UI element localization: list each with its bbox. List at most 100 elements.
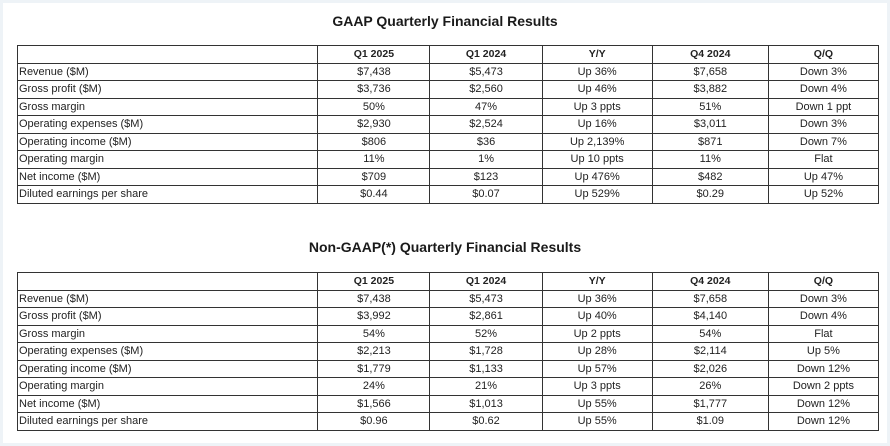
- table-row: Operating margin 24% 21% Up 3 ppts 26% Down 2…: [16, 377, 880, 396]
- table-cell: $482: [651, 167, 769, 186]
- table-row: Gross margin 50% 47% Up 3 ppts 51% Down 1 ppt: [16, 97, 880, 116]
- table-cell: Up 2 ppts: [541, 324, 653, 343]
- table-cell: Up 52%: [767, 185, 880, 204]
- table-cell: Flat: [767, 150, 880, 169]
- table-cell: $1,779: [317, 359, 431, 378]
- table-cell: $871: [651, 132, 769, 151]
- table-cell: $3,992: [317, 307, 431, 326]
- table-cell: $3,736: [317, 80, 431, 99]
- table-cell: $2,114: [651, 342, 769, 361]
- row-label: Operating income ($M): [16, 359, 319, 378]
- table-cell: $1.09: [651, 412, 769, 431]
- table-cell: $7,658: [651, 289, 769, 308]
- table-cell: Up 47%: [767, 167, 880, 186]
- column-header: [16, 272, 319, 291]
- table-row: Operating expenses ($M) $2,930 $2,524 Up 16…: [16, 115, 880, 134]
- table-cell: Up 40%: [541, 307, 653, 326]
- column-header: Q4 2024: [651, 45, 769, 64]
- table-cell: $0.07: [429, 185, 543, 204]
- non-gaap-table-title: Non-GAAP(*) Quarterly Financial Results: [308, 239, 582, 255]
- table-row: Operating income ($M) $1,779 $1,133 Up 57% $…: [16, 359, 880, 378]
- table-cell: Down 12%: [767, 359, 880, 378]
- table-cell: $2,026: [651, 359, 769, 378]
- table-cell: Down 1 ppt: [767, 97, 880, 116]
- table-cell: $2,524: [429, 115, 543, 134]
- column-header: Q1 2024: [429, 45, 543, 64]
- table-cell: Down 3%: [767, 62, 880, 81]
- column-header: Q1 2024: [429, 272, 543, 291]
- table-cell: Down 3%: [767, 289, 880, 308]
- gaap-table-title: GAAP Quarterly Financial Results: [332, 13, 558, 29]
- table-row: Diluted earnings per share $0.44 $0.07 Up 5…: [16, 185, 880, 204]
- table-cell: Up 55%: [541, 412, 653, 431]
- table-cell: 24%: [317, 377, 431, 396]
- row-label: Operating expenses ($M): [16, 342, 319, 361]
- row-label: Net income ($M): [16, 394, 319, 413]
- table-cell: Up 3 ppts: [541, 377, 653, 396]
- table-cell: Down 4%: [767, 307, 880, 326]
- table-cell: Up 2,139%: [541, 132, 653, 151]
- table-cell: 54%: [651, 324, 769, 343]
- column-header: Q4 2024: [651, 272, 769, 291]
- row-label: Operating expenses ($M): [16, 115, 319, 134]
- table-cell: Down 2 ppts: [767, 377, 880, 396]
- row-label: Revenue ($M): [16, 62, 319, 81]
- table-cell: $1,566: [317, 394, 431, 413]
- table-cell: Up 476%: [541, 167, 653, 186]
- row-label: Operating margin: [16, 377, 319, 396]
- table-cell: $0.29: [651, 185, 769, 204]
- table-cell: $1,133: [429, 359, 543, 378]
- table-cell: Up 16%: [541, 115, 653, 134]
- table-row: Net income ($M) $709 $123 Up 476% $482 Up 47%: [16, 167, 880, 186]
- table-cell: 47%: [429, 97, 543, 116]
- table-cell: Down 12%: [767, 394, 880, 413]
- table-cell: $123: [429, 167, 543, 186]
- table-header-row: Q1 2025 Q1 2024 Y/Y Q4 2024 Q/Q: [16, 272, 880, 291]
- non-gaap-results-table: Q1 2025 Q1 2024 Y/Y Q4 2024 Q/Q Revenue …: [16, 272, 880, 431]
- table-cell: $7,438: [317, 62, 431, 81]
- table-cell: $2,930: [317, 115, 431, 134]
- table-cell: $3,011: [651, 115, 769, 134]
- row-label: Net income ($M): [16, 167, 319, 186]
- table-cell: $709: [317, 167, 431, 186]
- table-cell: 50%: [317, 97, 431, 116]
- column-header: Q/Q: [767, 45, 880, 64]
- table-cell: $5,473: [429, 289, 543, 308]
- table-cell: $2,861: [429, 307, 543, 326]
- gaap-results-table: Q1 2025 Q1 2024 Y/Y Q4 2024 Q/Q Revenue …: [16, 45, 880, 204]
- table-row: Gross profit ($M) $3,992 $2,861 Up 40% $4,14…: [16, 307, 880, 326]
- table-row: Operating margin 11% 1% Up 10 ppts 11% Flat: [16, 150, 880, 169]
- table-cell: Up 36%: [541, 289, 653, 308]
- row-label: Gross margin: [16, 324, 319, 343]
- table-cell: Down 4%: [767, 80, 880, 99]
- table-row: Diluted earnings per share $0.96 $0.62 Up 5…: [16, 412, 880, 431]
- column-header: Y/Y: [541, 272, 653, 291]
- table-cell: $1,013: [429, 394, 543, 413]
- row-label: Operating income ($M): [16, 132, 319, 151]
- table-row: Revenue ($M) $7,438 $5,473 Up 36% $7,658 Down…: [16, 289, 880, 308]
- table-cell: $1,777: [651, 394, 769, 413]
- table-row: Operating expenses ($M) $2,213 $1,728 Up 28…: [16, 342, 880, 361]
- column-header: Y/Y: [541, 45, 653, 64]
- document-page: GAAP Quarterly Financial Results Q1 2025…: [3, 3, 887, 443]
- table-cell: $2,560: [429, 80, 543, 99]
- table-cell: Up 36%: [541, 62, 653, 81]
- table-cell: Up 5%: [767, 342, 880, 361]
- column-header: [16, 45, 319, 64]
- row-label: Revenue ($M): [16, 289, 319, 308]
- table-row: Revenue ($M) $7,438 $5,473 Up 36% $7,658 Down…: [16, 62, 880, 81]
- table-cell: Down 12%: [767, 412, 880, 431]
- table-cell: $0.62: [429, 412, 543, 431]
- table-cell: 11%: [317, 150, 431, 169]
- table-cell: 26%: [651, 377, 769, 396]
- table-cell: $2,213: [317, 342, 431, 361]
- table-row: Net income ($M) $1,566 $1,013 Up 55% $1,777 D…: [16, 394, 880, 413]
- table-cell: Down 7%: [767, 132, 880, 151]
- table-cell: Up 28%: [541, 342, 653, 361]
- row-label: Diluted earnings per share: [16, 412, 319, 431]
- row-label: Diluted earnings per share: [16, 185, 319, 204]
- table-header-row: Q1 2025 Q1 2024 Y/Y Q4 2024 Q/Q: [16, 45, 880, 64]
- table-cell: $1,728: [429, 342, 543, 361]
- table-cell: $3,882: [651, 80, 769, 99]
- table-cell: $7,658: [651, 62, 769, 81]
